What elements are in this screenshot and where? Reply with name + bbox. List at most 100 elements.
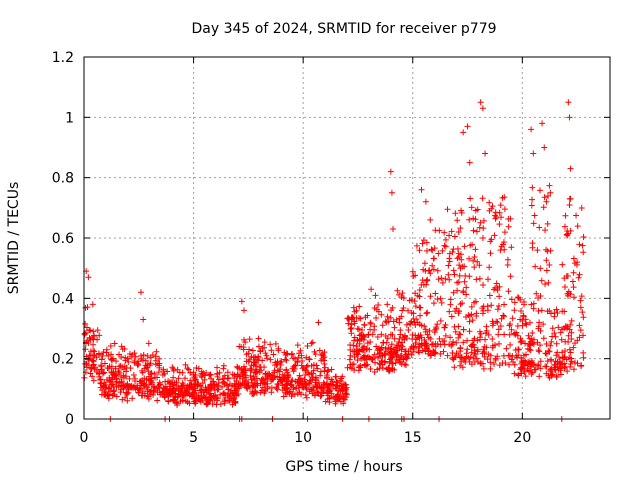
data-point [215, 386, 222, 393]
data-point [494, 319, 501, 326]
data-point [307, 386, 314, 393]
data-point [317, 372, 324, 379]
data-point [563, 231, 570, 238]
data-point [520, 313, 527, 320]
data-point [124, 355, 131, 362]
data-point [411, 344, 418, 351]
data-point [480, 365, 487, 372]
data-point [451, 271, 458, 278]
data-point [452, 328, 459, 335]
data-point [267, 356, 274, 363]
data-point [220, 379, 227, 386]
data-point [188, 383, 195, 390]
data-point [568, 336, 575, 343]
data-point [479, 105, 486, 112]
data-point [168, 379, 175, 386]
data-point [460, 129, 467, 136]
data-point [520, 367, 527, 374]
data-point [197, 398, 204, 405]
data-point [386, 364, 393, 371]
data-point [248, 367, 255, 374]
data-point [206, 387, 213, 394]
data-point [471, 253, 478, 260]
data-point [543, 341, 550, 348]
data-point [547, 189, 554, 196]
data-point [135, 389, 142, 396]
data-point [461, 263, 468, 270]
data-point [507, 215, 514, 222]
x-tick-label: 0 [80, 430, 89, 446]
data-point [118, 386, 125, 393]
data-point [547, 342, 554, 349]
data-point [221, 372, 228, 379]
data-point [528, 357, 535, 364]
data-point [109, 392, 116, 399]
data-point [145, 382, 152, 389]
data-point [90, 328, 97, 335]
data-point [544, 193, 551, 200]
data-point [455, 250, 462, 257]
data-point [315, 319, 322, 326]
data-point [541, 194, 548, 201]
data-point [512, 346, 519, 353]
data-point [185, 366, 192, 373]
data-point [412, 332, 419, 339]
data-point [367, 319, 374, 326]
data-point [128, 353, 135, 360]
data-point [290, 363, 297, 370]
data-point [476, 275, 483, 282]
data-point [573, 212, 580, 219]
data-point [492, 284, 499, 291]
data-point [131, 358, 138, 365]
data-point [302, 378, 309, 385]
data-point [504, 261, 511, 268]
data-point [243, 374, 250, 381]
data-point [122, 354, 129, 361]
data-point [108, 351, 115, 358]
data-point [379, 352, 386, 359]
data-point [241, 369, 248, 376]
data-point [523, 351, 530, 358]
data-point [488, 302, 495, 309]
data-point [255, 343, 262, 350]
data-point [457, 265, 464, 272]
data-point [94, 327, 101, 334]
data-point [559, 349, 566, 356]
data-point [348, 321, 355, 328]
data-point [474, 359, 481, 366]
data-point [344, 364, 351, 371]
data-point [487, 365, 494, 372]
data-point [457, 362, 464, 369]
data-point [447, 301, 454, 308]
data-point [418, 334, 425, 341]
data-point [435, 276, 442, 283]
data-point [487, 352, 494, 359]
data-point [264, 385, 271, 392]
data-point [361, 361, 368, 368]
data-point [566, 346, 573, 353]
data-point [342, 391, 349, 398]
data-point [517, 338, 524, 345]
data-point [441, 242, 448, 249]
data-point [429, 262, 436, 269]
data-point [464, 337, 471, 344]
data-point [489, 336, 496, 343]
data-point [398, 361, 405, 368]
data-point [431, 245, 438, 252]
data-point [259, 384, 266, 391]
data-point [536, 373, 543, 380]
data-point [270, 351, 277, 358]
data-point [530, 300, 537, 307]
data-point [107, 343, 114, 350]
data-point [476, 224, 483, 231]
data-point [566, 326, 573, 333]
data-point [457, 301, 464, 308]
data-point [255, 335, 262, 342]
data-point [274, 381, 281, 388]
data-point [240, 336, 247, 343]
y-tick-label: 0 [65, 412, 74, 428]
data-point [421, 323, 428, 330]
data-point [351, 353, 358, 360]
data-point [570, 269, 577, 276]
data-point [113, 393, 120, 400]
